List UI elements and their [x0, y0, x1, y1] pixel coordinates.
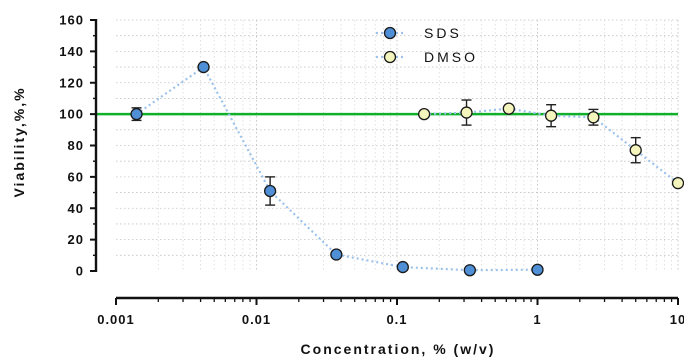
data-point	[502, 102, 515, 115]
data-point	[130, 107, 143, 121]
x-tick-label: 0.01	[242, 312, 271, 327]
data-point	[629, 144, 642, 157]
x-tick-label: 10	[670, 312, 684, 327]
x-axis-label: Concentration, % (w/v)	[301, 341, 496, 357]
tick-labels: 0 20 40 60 80 100 120 140 160 0.001 0.01 0.1 1 10	[59, 13, 684, 328]
legend-marker	[383, 26, 397, 40]
legend-label: SDS	[424, 25, 462, 41]
x-tick-label: 0.001	[97, 312, 135, 327]
grid	[116, 19, 679, 271]
data-point	[531, 263, 544, 276]
legend: SDS DMSO	[376, 25, 478, 65]
axes	[90, 19, 679, 305]
y-tick-label: 100	[59, 107, 84, 122]
data-point	[587, 111, 600, 124]
y-tick-label: 0	[76, 264, 84, 279]
data-point	[263, 184, 277, 198]
y-tick-label: 80	[68, 138, 84, 153]
y-tick-label: 120	[59, 75, 84, 90]
series-sds	[130, 60, 544, 277]
data-point	[460, 106, 473, 119]
y-axis-label: Viability,%,%	[11, 86, 27, 197]
y-tick-label: 140	[59, 44, 84, 59]
legend-label: DMSO	[424, 49, 478, 65]
y-tick-label: 60	[68, 169, 84, 184]
y-tick-label: 20	[68, 232, 84, 247]
y-tick-label: 40	[68, 201, 84, 216]
data-point	[463, 264, 477, 277]
legend-marker	[383, 50, 397, 64]
x-tick-label: 1	[533, 312, 541, 327]
series-dmso	[417, 99, 684, 190]
data-point	[671, 177, 684, 190]
y-tick-label: 160	[59, 13, 84, 28]
series-layer	[130, 60, 684, 277]
x-tick-label: 0.1	[386, 312, 407, 327]
data-point	[330, 248, 343, 261]
data-point	[544, 109, 558, 122]
data-point	[396, 260, 409, 274]
data-point	[197, 60, 210, 74]
data-point	[417, 107, 431, 121]
